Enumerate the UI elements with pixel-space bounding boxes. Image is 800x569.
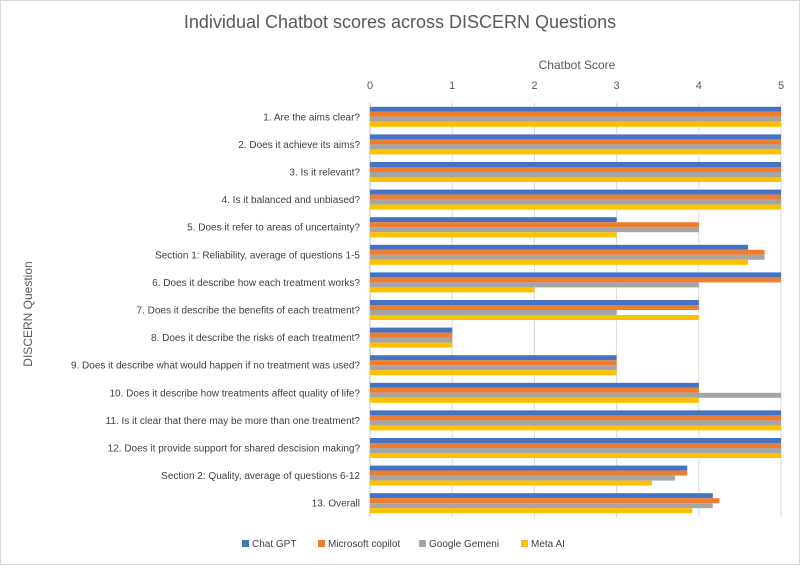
legend-label: Meta AI	[531, 539, 565, 550]
x-tick-label: 4	[696, 80, 702, 92]
bar-chat-gpt	[370, 106, 781, 112]
legend-swatch	[419, 540, 426, 547]
bar-google-gemeni	[370, 448, 781, 453]
x-tick-label: 0	[367, 80, 373, 92]
category-label: 1. Are the aims clear?	[263, 112, 360, 123]
bars	[370, 106, 781, 514]
legend-swatch	[318, 540, 325, 547]
bar-microsoft-copilot	[370, 387, 699, 393]
bar-google-gemeni	[370, 254, 765, 260]
bar-microsoft-copilot	[370, 167, 781, 172]
bar-microsoft-copilot	[370, 498, 720, 504]
category-label: 6. Does it describe how each treatment w…	[152, 278, 360, 289]
bar-microsoft-copilot	[370, 470, 688, 476]
bar-microsoft-copilot	[370, 415, 781, 421]
bar-microsoft-copilot	[370, 443, 781, 448]
bar-chat-gpt	[370, 244, 749, 250]
bar-meta-ai	[370, 370, 617, 376]
category-label: 2. Does it achieve its aims?	[238, 140, 360, 151]
legend-label: Microsoft copilot	[328, 539, 400, 550]
bar-microsoft-copilot	[370, 222, 699, 228]
legend: Chat GPT Microsoft copilot Google Gemeni Me…	[242, 539, 565, 550]
category-label: 8. Does it describe the risks of each tr…	[151, 333, 360, 344]
chart-title: Individual Chatbot scores across DISCERN…	[184, 12, 616, 32]
bar-microsoft-copilot	[370, 305, 699, 310]
category-label: 4. Is it balanced and unbiased?	[222, 195, 361, 206]
bar-chat-gpt	[370, 410, 781, 416]
bar-meta-ai	[370, 149, 781, 155]
bar-google-gemeni	[370, 503, 713, 509]
legend-swatch	[242, 540, 249, 547]
x-tick-label: 5	[778, 80, 784, 92]
bar-meta-ai	[370, 508, 693, 514]
bar-chat-gpt	[370, 162, 781, 167]
y-axis-title: DISCERN Question	[21, 261, 35, 366]
category-label: 3. Is it relevant?	[289, 168, 360, 179]
bar-google-gemeni	[370, 199, 781, 205]
bar-meta-ai	[370, 232, 617, 238]
bar-google-gemeni	[370, 392, 781, 398]
bar-chat-gpt	[370, 465, 688, 471]
bar-meta-ai	[370, 453, 781, 458]
bar-meta-ai	[370, 121, 781, 127]
category-label: 13. Overall	[312, 499, 360, 510]
bar-microsoft-copilot	[370, 249, 765, 255]
bar-google-gemeni	[370, 365, 617, 371]
category-label: 10. Does it describe how treatments affe…	[109, 388, 360, 399]
bar-chat-gpt	[370, 355, 617, 361]
bar-meta-ai	[370, 315, 699, 320]
category-label: 5. Does it refer to areas of uncertainty…	[187, 223, 360, 234]
category-label: 7. Does it describe the benefits of each…	[137, 306, 361, 317]
bar-microsoft-copilot	[370, 360, 617, 366]
bar-google-gemeni	[370, 475, 675, 481]
bar-google-gemeni	[370, 227, 699, 233]
bar-meta-ai	[370, 259, 749, 265]
x-tick-label: 1	[449, 80, 455, 92]
category-label: 9. Does it describe what would happen if…	[71, 361, 360, 372]
x-axis-title: Chatbot Score	[539, 58, 616, 72]
bar-microsoft-copilot	[370, 111, 781, 117]
category-label: 12. Does it provide support for shared d…	[108, 444, 361, 455]
y-axis-categories: 1. Are the aims clear? 2. Does it achieve…	[71, 112, 361, 509]
bar-google-gemeni	[370, 116, 781, 122]
bar-google-gemeni	[370, 172, 781, 177]
bar-chat-gpt	[370, 189, 781, 195]
legend-label: Google Gemeni	[429, 539, 499, 550]
bar-meta-ai	[370, 204, 781, 210]
category-label: Section 2: Quality, average of questions…	[161, 471, 360, 482]
bar-chat-gpt	[370, 134, 781, 140]
bar-chat-gpt	[370, 438, 781, 443]
category-label: 11. Is it clear that there may be more t…	[106, 416, 361, 427]
bar-chat-gpt	[370, 300, 699, 305]
bar-google-gemeni	[370, 337, 453, 343]
bar-chat-gpt	[370, 327, 453, 333]
bar-chat-gpt	[370, 382, 699, 388]
bar-meta-ai	[370, 425, 781, 431]
bar-microsoft-copilot	[370, 277, 781, 283]
bar-microsoft-copilot	[370, 332, 453, 338]
category-label: Section 1: Reliability, average of quest…	[155, 250, 360, 261]
bar-google-gemeni	[370, 420, 781, 426]
bar-google-gemeni	[370, 144, 781, 150]
x-tick-label: 2	[531, 80, 537, 92]
bar-microsoft-copilot	[370, 139, 781, 145]
bar-chat-gpt	[370, 493, 713, 499]
bar-chat-gpt	[370, 217, 617, 223]
x-axis-ticks: 0 1 2 3 4 5	[367, 80, 784, 92]
bar-meta-ai	[370, 287, 535, 293]
x-tick-label: 3	[614, 80, 620, 92]
bar-google-gemeni	[370, 310, 617, 315]
legend-label: Chat GPT	[252, 539, 296, 550]
legend-swatch	[521, 540, 528, 547]
bar-chat-gpt	[370, 272, 781, 278]
bar-meta-ai	[370, 342, 453, 348]
bar-meta-ai	[370, 177, 781, 182]
bar-microsoft-copilot	[370, 194, 781, 200]
bar-meta-ai	[370, 480, 652, 486]
bar-meta-ai	[370, 397, 699, 403]
bar-google-gemeni	[370, 282, 699, 288]
